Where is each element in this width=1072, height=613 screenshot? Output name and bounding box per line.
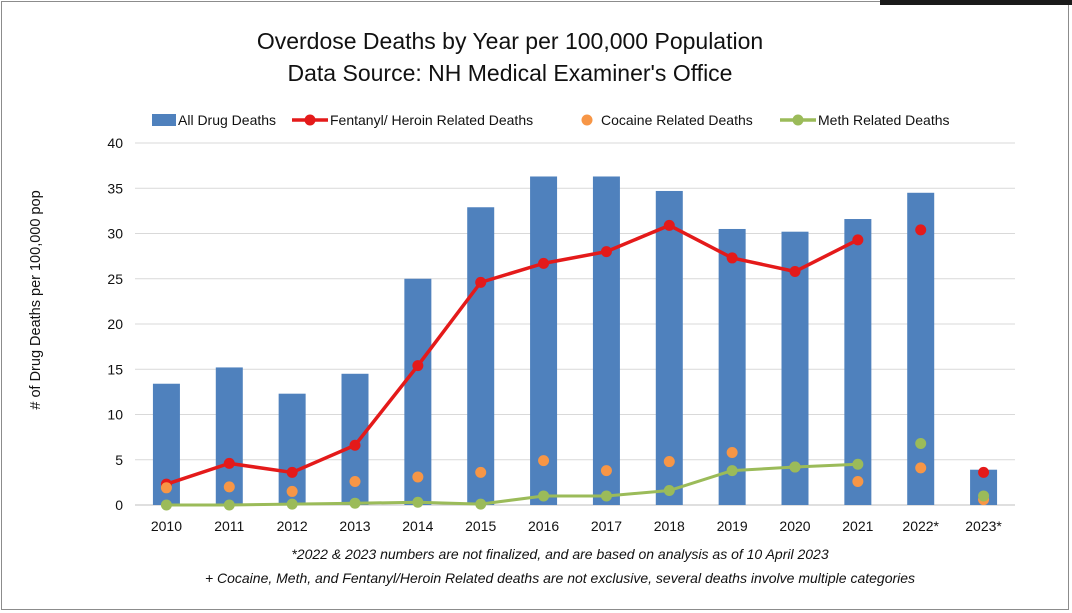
legend: All Drug Deaths Fentanyl/ Heroin Related … [152,112,950,128]
x-ticks: 2010 2011 2012 2013 2014 2015 2016 2017 2018 2019… [151,518,1003,534]
y-ticks: 0 5 10 15 20 25 30 35 40 [107,135,123,513]
series-3-point-2012 [286,498,298,510]
series-3-point-2022* [915,437,927,449]
bar-2020 [781,231,809,505]
series-3-point-2023* [978,490,990,502]
series-2-point-2022* [915,462,927,474]
bar-2017 [592,176,620,506]
bar-2018 [655,190,683,505]
series-3-point-2021 [852,458,864,470]
bar-2021 [844,219,872,505]
legend-label-0: All Drug Deaths [178,112,276,128]
legend-label-2: Cocaine Related Deaths [601,112,753,128]
legend-swatch-bars [152,114,176,126]
y-tick-0: 0 [115,497,123,513]
y-tick-15: 15 [107,361,123,377]
x-tick-2011: 2011 [214,518,244,534]
legend-label-1: Fentanyl/ Heroin Related Deaths [330,112,533,128]
series-3-point-2020 [789,461,801,473]
series-3-point-2011 [223,499,235,511]
x-tick-2023*: 2023* [965,518,1002,534]
series-2-point-2010 [160,482,172,494]
series-1-point-2017 [600,246,612,258]
legend-label-3: Meth Related Deaths [818,112,950,128]
dot-series [160,219,990,511]
gridlines [135,142,1015,506]
series-3-line [166,462,858,507]
x-tick-2021: 2021 [842,518,873,534]
series-1-point-2011 [223,457,235,469]
x-tick-2014: 2014 [402,518,433,534]
y-tick-25: 25 [107,271,123,287]
series-3-point-2017 [600,490,612,502]
series-1-point-2023* [978,466,990,478]
chart-title: Overdose Deaths by Year per 100,000 Popu… [256,28,764,54]
series-2-point-2011 [223,481,235,493]
bar-2015 [467,207,495,505]
series-2-point-2018 [663,456,675,468]
series-2-point-2012 [286,485,298,497]
x-tick-2012: 2012 [277,518,308,534]
series-1-line [165,223,859,486]
bar-2014 [404,278,432,505]
y-tick-40: 40 [107,135,123,151]
x-tick-2015: 2015 [465,518,496,534]
y-tick-35: 35 [107,180,123,196]
x-tick-2017: 2017 [591,518,622,534]
legend-dot-3 [792,114,804,126]
footnote-finalized: *2022 & 2023 numbers are not finalized, … [291,546,829,562]
bar-2022* [907,192,935,505]
window-edge [880,0,1072,5]
series-1-point-2016 [538,257,550,269]
series-3-point-2016 [538,490,550,502]
legend-dot-2 [581,114,593,126]
series-1-point-2018 [663,219,675,231]
series-1-point-2020 [789,266,801,278]
line-series [165,223,859,507]
series-1-point-2012 [286,466,298,478]
series-1-point-2013 [349,439,361,451]
series-2-point-2021 [852,475,864,487]
y-tick-5: 5 [115,452,123,468]
footnote-exclusive: + Cocaine, Meth, and Fentanyl/Heroin Rel… [204,570,916,586]
x-tick-2013: 2013 [339,518,370,534]
series-2-point-2017 [600,465,612,477]
series-3-point-2013 [349,497,361,509]
bar-2019 [718,228,746,505]
x-tick-2019: 2019 [717,518,748,534]
series-1-point-2021 [852,234,864,246]
series-1-point-2015 [475,276,487,288]
series-1-point-2022* [915,224,927,236]
y-tick-20: 20 [107,316,123,332]
legend-dot-1 [304,114,316,126]
series-1-point-2014 [412,360,424,372]
series-2-point-2019 [726,447,738,459]
series-2-point-2013 [349,475,361,487]
y-tick-30: 30 [107,226,123,242]
series-2-point-2016 [538,455,550,467]
series-3-point-2018 [663,485,675,497]
series-2-point-2014 [412,471,424,483]
x-tick-2010: 2010 [151,518,182,534]
x-tick-2016: 2016 [528,518,559,534]
chart-subtitle: Data Source: NH Medical Examiner's Offic… [287,60,733,86]
bar-2016 [530,176,558,506]
series-2-point-2015 [475,466,487,478]
bar-series [152,176,998,506]
series-3-point-2010 [160,499,172,511]
series-3-point-2015 [475,498,487,510]
x-tick-2022*: 2022* [902,518,939,534]
series-1-point-2019 [726,252,738,264]
x-tick-2020: 2020 [779,518,810,534]
y-tick-10: 10 [107,407,123,423]
series-3-point-2014 [412,496,424,508]
series-3-point-2019 [726,465,738,477]
x-tick-2018: 2018 [654,518,685,534]
